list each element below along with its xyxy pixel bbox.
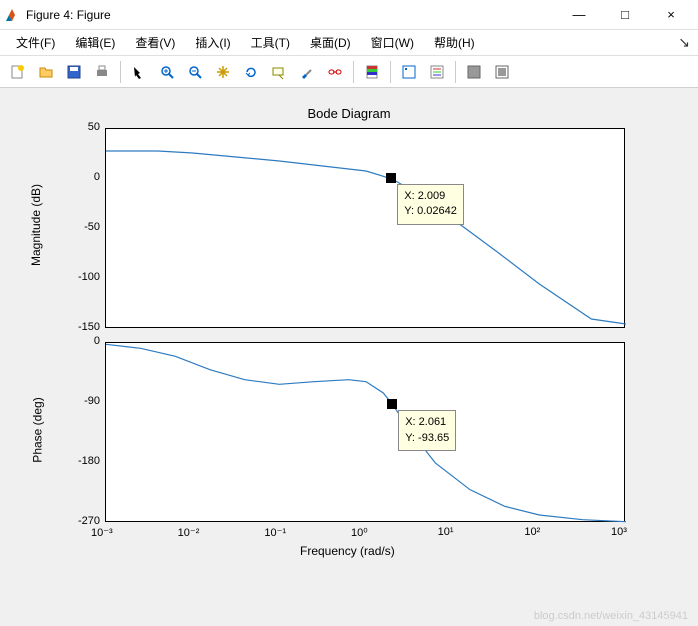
new-file-icon[interactable] — [6, 60, 30, 84]
datatip-icon[interactable] — [267, 60, 291, 84]
ytick: -150 — [60, 321, 100, 333]
zoom-out-icon[interactable] — [183, 60, 207, 84]
titlebar: Figure 4: Figure — □ × — [0, 0, 698, 30]
xlabel: Frequency (rad/s) — [300, 544, 395, 558]
zoom-in-icon[interactable] — [155, 60, 179, 84]
menu-window[interactable]: 窗口(W) — [361, 32, 424, 53]
watermark: blog.csdn.net/weixin_43145941 — [534, 610, 688, 622]
print-icon[interactable] — [90, 60, 114, 84]
menu-edit[interactable]: 编辑(E) — [65, 32, 125, 53]
arrow-icon[interactable] — [127, 60, 151, 84]
colorbar-icon[interactable] — [360, 60, 384, 84]
menu-file[interactable]: 文件(F) — [6, 32, 65, 53]
matlab-icon — [4, 7, 20, 23]
window-title: Figure 4: Figure — [26, 8, 556, 22]
dock-icon[interactable] — [462, 60, 486, 84]
phase-ylabel: Phase (deg) — [31, 397, 45, 462]
mag-marker[interactable] — [386, 173, 396, 183]
magnitude-axes[interactable] — [105, 128, 625, 328]
ytick: -50 — [60, 221, 100, 233]
phase-datatip[interactable]: X: 2.061Y: -93.65 — [398, 410, 456, 451]
ytick: 50 — [60, 121, 100, 133]
magnitude-ylabel: Magnitude (dB) — [29, 184, 43, 266]
close-button[interactable]: × — [648, 0, 694, 30]
xtick: 10⁰ — [351, 526, 368, 539]
phase-marker[interactable] — [387, 399, 397, 409]
xtick: 10³ — [611, 526, 627, 538]
tip-x: X: 2.009 — [404, 189, 457, 204]
undock-icon[interactable] — [490, 60, 514, 84]
menu-desktop[interactable]: 桌面(D) — [300, 32, 361, 53]
minimize-button[interactable]: — — [556, 0, 602, 30]
menu-tools[interactable]: 工具(T) — [241, 32, 300, 53]
ytick: 0 — [60, 335, 100, 347]
brush-icon[interactable] — [295, 60, 319, 84]
xtick: 10⁻¹ — [264, 526, 286, 539]
ytick: -100 — [60, 271, 100, 283]
rotate-icon[interactable] — [239, 60, 263, 84]
legend2-icon[interactable] — [425, 60, 449, 84]
menu-help[interactable]: 帮助(H) — [424, 32, 485, 53]
menu-overflow-icon[interactable]: ↘ — [678, 34, 690, 51]
tip-y: Y: -93.65 — [405, 431, 449, 446]
maximize-button[interactable]: □ — [602, 0, 648, 30]
xtick: 10¹ — [438, 526, 454, 538]
tip-y: Y: 0.02642 — [404, 204, 457, 219]
ytick: 0 — [60, 171, 100, 183]
save-icon[interactable] — [62, 60, 86, 84]
menu-view[interactable]: 查看(V) — [125, 32, 185, 53]
chart-title: Bode Diagram — [307, 106, 390, 121]
mag-datatip[interactable]: X: 2.009Y: 0.02642 — [397, 184, 464, 225]
menu-insert[interactable]: 插入(I) — [185, 32, 240, 53]
open-file-icon[interactable] — [34, 60, 58, 84]
xtick: 10⁻² — [178, 526, 200, 539]
plot-area: Bode Diagram Magnitude (dB) Phase (deg) … — [0, 88, 698, 626]
phase-axes[interactable] — [105, 342, 625, 522]
pan-icon[interactable] — [211, 60, 235, 84]
menubar: 文件(F) 编辑(E) 查看(V) 插入(I) 工具(T) 桌面(D) 窗口(W… — [0, 30, 698, 56]
link-icon[interactable] — [323, 60, 347, 84]
xtick: 10² — [524, 526, 540, 538]
tip-x: X: 2.061 — [405, 415, 449, 430]
xtick: 10⁻³ — [91, 526, 113, 539]
ytick: -180 — [60, 455, 100, 467]
ytick: -90 — [60, 395, 100, 407]
legend1-icon[interactable] — [397, 60, 421, 84]
toolbar — [0, 56, 698, 88]
